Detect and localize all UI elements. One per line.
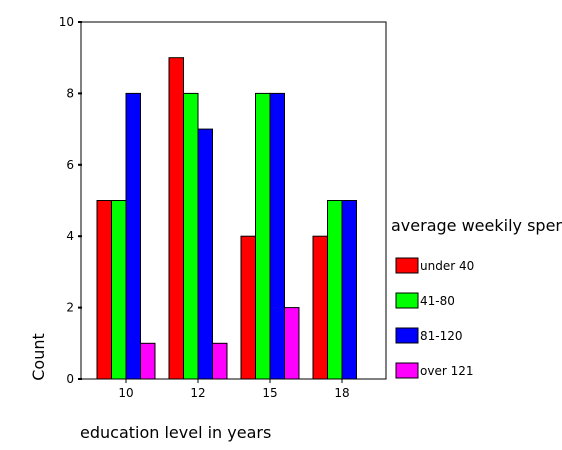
legend-label-over-121: over 121 bbox=[420, 364, 473, 378]
x-tick-label: 12 bbox=[190, 386, 205, 400]
y-tick-label: 2 bbox=[66, 301, 74, 315]
x-tick-label: 18 bbox=[334, 386, 349, 400]
y-tick-label: 6 bbox=[66, 158, 74, 172]
x-tick-label: 10 bbox=[118, 386, 133, 400]
legend-swatch-under-40 bbox=[395, 257, 419, 274]
bar-10-over-121 bbox=[140, 342, 156, 380]
bar-15-81-120 bbox=[269, 92, 285, 380]
bar-12-41-80 bbox=[183, 92, 199, 380]
y-axis-ticks: 0 2 4 6 8 10 bbox=[59, 15, 82, 386]
bar-12-under-40 bbox=[168, 57, 184, 380]
legend-label-81-120: 81-120 bbox=[420, 329, 463, 343]
bar-18-41-80 bbox=[327, 200, 343, 380]
legend-swatch-over-121 bbox=[395, 362, 419, 379]
x-axis-ticks: 10 12 15 18 bbox=[118, 379, 350, 400]
bar-10-41-80 bbox=[111, 200, 127, 380]
legend-swatch-81-120 bbox=[395, 327, 419, 344]
y-axis-title: Count bbox=[29, 333, 48, 381]
bar-12-81-120 bbox=[197, 128, 213, 380]
bar-12-over-121 bbox=[212, 342, 228, 380]
legend: under 40 41-80 81-120 over 121 bbox=[395, 257, 474, 379]
bar-10-under-40 bbox=[96, 200, 112, 380]
x-tick-label: 15 bbox=[262, 386, 277, 400]
y-tick-label: 8 bbox=[66, 86, 74, 100]
bar-15-41-80 bbox=[255, 92, 271, 380]
x-axis-title: education level in years bbox=[80, 423, 271, 442]
bars-group bbox=[96, 57, 357, 380]
bar-18-81-120 bbox=[341, 200, 357, 380]
bar-18-under-40 bbox=[312, 235, 328, 380]
legend-title: average weekily spen bbox=[391, 216, 562, 235]
legend-label-under-40: under 40 bbox=[420, 259, 474, 273]
legend-swatch-41-80 bbox=[395, 292, 419, 309]
y-tick-label: 4 bbox=[66, 229, 74, 243]
y-tick-label: 10 bbox=[59, 15, 74, 29]
bar-10-81-120 bbox=[125, 92, 141, 380]
bar-15-over-121 bbox=[284, 307, 300, 380]
y-tick-label: 0 bbox=[66, 372, 74, 386]
bar-15-under-40 bbox=[240, 235, 256, 380]
legend-label-41-80: 41-80 bbox=[420, 294, 455, 308]
